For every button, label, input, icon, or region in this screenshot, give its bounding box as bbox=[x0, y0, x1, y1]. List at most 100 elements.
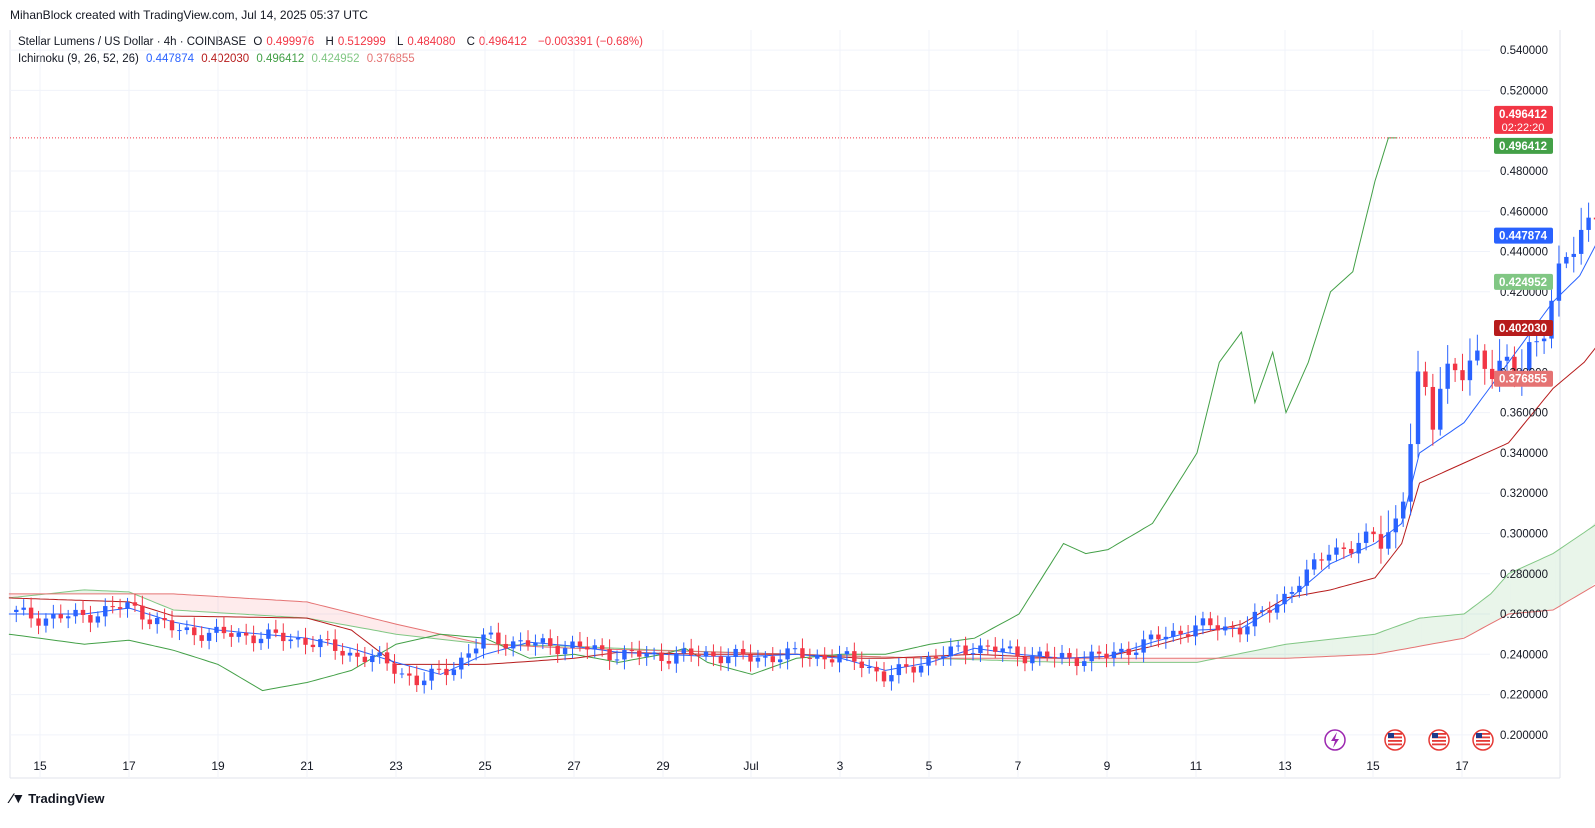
candle bbox=[1349, 541, 1354, 558]
cloud-segment bbox=[1532, 557, 1545, 612]
candle-body bbox=[51, 614, 56, 619]
cloud-segment bbox=[1577, 529, 1589, 596]
candle-body bbox=[963, 645, 968, 655]
candle-body bbox=[970, 653, 976, 655]
cloud-segment bbox=[1343, 636, 1355, 656]
tradingview-brand[interactable]: ⁄▼ TradingView bbox=[10, 790, 105, 806]
high-value: 0.512999 bbox=[337, 36, 386, 48]
tradingview-logo-icon: ⁄▼ bbox=[10, 790, 25, 806]
candle-body bbox=[1067, 652, 1072, 658]
candle-body bbox=[1408, 444, 1413, 502]
candle bbox=[1230, 621, 1235, 638]
candle bbox=[288, 633, 293, 649]
candle-body bbox=[1593, 217, 1595, 220]
candle-body bbox=[43, 618, 49, 626]
candle-body bbox=[236, 632, 241, 637]
candle-body bbox=[1007, 646, 1013, 649]
candle-body bbox=[251, 635, 256, 644]
cloud-segment bbox=[1254, 648, 1266, 659]
candle bbox=[681, 642, 686, 662]
candle-body bbox=[1497, 360, 1502, 380]
candle-body bbox=[711, 651, 716, 657]
x-tick-label: 21 bbox=[300, 759, 314, 773]
candle bbox=[585, 636, 590, 659]
us-flag-icon[interactable] bbox=[1472, 729, 1494, 751]
candle bbox=[95, 611, 101, 628]
candle-body bbox=[1363, 531, 1369, 543]
cloud-segment bbox=[1332, 637, 1344, 657]
cloud-segment bbox=[1065, 658, 1077, 663]
candle-body bbox=[503, 643, 508, 649]
candle bbox=[896, 657, 902, 684]
candle bbox=[1430, 373, 1436, 446]
candle-body bbox=[214, 626, 219, 633]
candle bbox=[1571, 236, 1576, 273]
candle bbox=[73, 603, 78, 624]
candle bbox=[570, 635, 575, 659]
cloud-segment bbox=[1132, 658, 1144, 663]
candle-body bbox=[370, 655, 375, 663]
us-flag-icon[interactable] bbox=[1384, 729, 1406, 751]
y-tick-label: 0.260000 bbox=[1500, 609, 1548, 621]
candle bbox=[1171, 623, 1176, 642]
candle-body bbox=[473, 648, 479, 654]
symbol-name[interactable]: Stellar Lumens / US Dollar · 4h · COINBA… bbox=[18, 36, 247, 48]
candle-body bbox=[199, 635, 204, 641]
indicator-name[interactable]: Ichimoku (9, 26, 52, 26) bbox=[18, 53, 139, 65]
candle-body bbox=[355, 652, 360, 657]
candle-body bbox=[1274, 604, 1280, 613]
candle bbox=[1015, 639, 1020, 667]
candle bbox=[955, 641, 961, 652]
us-flag-icon[interactable] bbox=[1428, 729, 1450, 751]
candle bbox=[970, 643, 976, 661]
candles bbox=[14, 202, 1595, 694]
candle bbox=[740, 640, 746, 660]
cloud-segment bbox=[86, 589, 98, 594]
candle bbox=[1549, 278, 1554, 349]
candle-body bbox=[674, 653, 679, 664]
flag-stripe bbox=[1388, 740, 1402, 742]
candle bbox=[273, 619, 279, 638]
candle bbox=[1104, 644, 1109, 668]
cloud-segment bbox=[309, 602, 321, 621]
candle-body bbox=[562, 648, 568, 655]
candle bbox=[1489, 349, 1495, 389]
candle-body bbox=[1111, 651, 1117, 658]
candle-body bbox=[318, 639, 323, 648]
lightning-icon[interactable] bbox=[1324, 729, 1346, 751]
candle-body bbox=[1311, 559, 1317, 570]
candle-body bbox=[614, 659, 620, 661]
price-badge-value: 0.402030 bbox=[1499, 323, 1547, 335]
candle-body bbox=[1052, 656, 1057, 658]
candle bbox=[822, 647, 827, 670]
candle-body bbox=[1222, 626, 1228, 631]
candle-body bbox=[421, 680, 427, 686]
candle bbox=[1534, 332, 1539, 357]
candle-body bbox=[1504, 356, 1510, 361]
candle-body bbox=[785, 648, 790, 660]
candle bbox=[807, 648, 813, 667]
cloud-segment bbox=[1555, 544, 1567, 609]
candle-body bbox=[347, 652, 353, 656]
candle bbox=[1282, 586, 1287, 613]
candle-body bbox=[525, 640, 531, 646]
candle bbox=[844, 647, 850, 662]
candle-body bbox=[733, 648, 738, 657]
candle bbox=[362, 646, 368, 668]
candle-body bbox=[1230, 626, 1235, 628]
candle bbox=[206, 628, 212, 650]
candle bbox=[1311, 553, 1317, 576]
candle bbox=[963, 636, 968, 665]
candle bbox=[622, 645, 627, 670]
candle-body bbox=[95, 616, 101, 623]
candle-body bbox=[1452, 363, 1458, 371]
cloud-segment bbox=[1165, 658, 1177, 663]
candle bbox=[192, 617, 197, 646]
candle bbox=[1074, 648, 1080, 676]
cloud-segment bbox=[1054, 658, 1066, 663]
candle bbox=[770, 647, 775, 671]
candle bbox=[1467, 338, 1473, 396]
candle-body bbox=[1304, 569, 1309, 586]
cloud-segment bbox=[1477, 595, 1489, 631]
